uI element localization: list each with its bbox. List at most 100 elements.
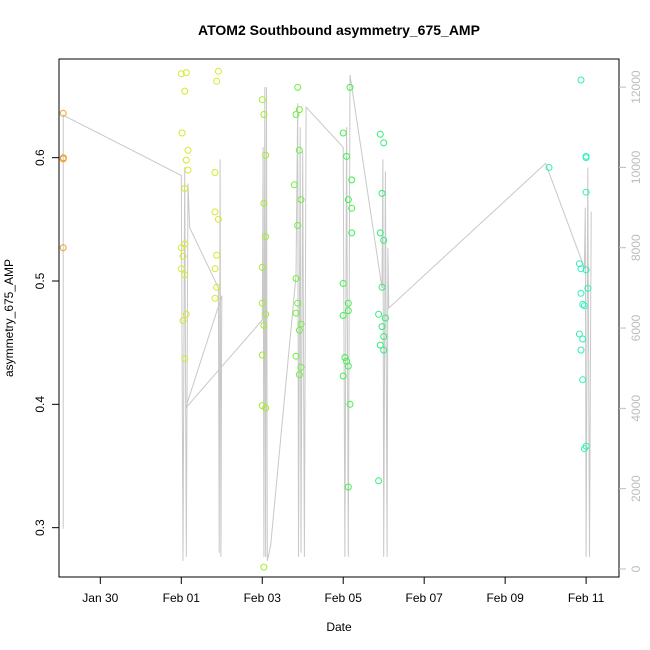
data-point bbox=[346, 83, 354, 91]
data-point bbox=[344, 196, 352, 204]
data-point bbox=[213, 283, 221, 291]
data-point bbox=[577, 346, 585, 354]
data-point bbox=[177, 244, 185, 252]
y2-tick-label: 2000 bbox=[629, 475, 643, 502]
data-point bbox=[178, 129, 186, 137]
data-point bbox=[295, 106, 303, 114]
data-point bbox=[59, 244, 67, 252]
data-point bbox=[258, 263, 266, 271]
data-point bbox=[375, 477, 383, 485]
chart-title: ATOM2 Southbound asymmetry_675_AMP bbox=[198, 22, 480, 38]
x-tick-label: Feb 05 bbox=[325, 591, 363, 605]
data-point bbox=[295, 371, 303, 379]
data-point bbox=[184, 146, 192, 154]
y2-tick-label: 8000 bbox=[629, 234, 643, 261]
data-point bbox=[295, 146, 303, 154]
data-point bbox=[346, 400, 354, 408]
data-point bbox=[579, 300, 587, 308]
x-tick-label: Feb 01 bbox=[163, 591, 201, 605]
x-tick-label: Feb 07 bbox=[406, 591, 444, 605]
data-point bbox=[577, 265, 585, 273]
data-point bbox=[260, 111, 268, 118]
data-point bbox=[214, 215, 222, 223]
data-point bbox=[182, 156, 190, 164]
data-point bbox=[343, 357, 351, 365]
data-point bbox=[182, 310, 190, 318]
data-point bbox=[258, 351, 266, 359]
data-point bbox=[575, 330, 583, 338]
plot-frame bbox=[58, 58, 620, 578]
data-point bbox=[348, 229, 356, 237]
data-point bbox=[260, 199, 268, 207]
data-point bbox=[260, 563, 268, 571]
data-point bbox=[181, 355, 189, 363]
data-point bbox=[295, 326, 303, 334]
data-point bbox=[545, 164, 553, 171]
data-point bbox=[297, 196, 305, 204]
y2-tick-label: 4000 bbox=[629, 395, 643, 422]
data-point bbox=[179, 317, 187, 324]
y-tick-label: 0.6 bbox=[33, 149, 47, 166]
secondary-line-layer bbox=[62, 75, 592, 562]
data-point bbox=[582, 266, 590, 274]
data-point bbox=[262, 151, 270, 159]
data-point bbox=[380, 333, 388, 340]
data-point bbox=[262, 404, 270, 412]
data-point bbox=[344, 362, 352, 370]
data-point bbox=[375, 310, 383, 318]
data-point bbox=[579, 335, 587, 343]
y-axis: 0.3 0.4 0.5 0.6 bbox=[33, 149, 59, 536]
data-point bbox=[339, 372, 347, 380]
data-point bbox=[580, 445, 588, 453]
data-point bbox=[181, 87, 189, 95]
data-point bbox=[59, 109, 67, 117]
data-point bbox=[577, 289, 585, 297]
data-point bbox=[294, 222, 302, 229]
x-tick-label: Feb 09 bbox=[486, 591, 524, 605]
x-tick-label: Feb 03 bbox=[244, 591, 282, 605]
data-point bbox=[262, 233, 270, 241]
data-point bbox=[211, 208, 219, 216]
data-point bbox=[339, 280, 347, 287]
data-point bbox=[177, 265, 185, 273]
data-point bbox=[294, 299, 302, 307]
x-axis: Jan 30 Feb 01 Feb 03 Feb 05 Feb 07 Feb 09 Feb … bbox=[82, 577, 605, 605]
data-point bbox=[258, 96, 266, 104]
data-point bbox=[582, 188, 590, 196]
data-point bbox=[292, 111, 300, 118]
data-point bbox=[59, 154, 67, 162]
y-tick-label: 0.5 bbox=[33, 272, 47, 289]
data-point bbox=[181, 271, 189, 279]
data-point bbox=[584, 284, 592, 292]
x-axis-label: Date bbox=[326, 620, 352, 634]
data-point bbox=[344, 307, 352, 315]
data-point bbox=[181, 185, 189, 192]
x-tick-label: Feb 11 bbox=[568, 591, 605, 605]
data-point bbox=[575, 260, 583, 268]
data-point bbox=[184, 166, 192, 174]
x-tick-label: Jan 30 bbox=[82, 591, 118, 605]
data-point bbox=[292, 352, 300, 360]
data-point bbox=[376, 229, 384, 237]
data-point bbox=[341, 354, 349, 361]
y-axis-label: asymmetry_675_AMP bbox=[2, 259, 16, 377]
data-point bbox=[376, 341, 384, 349]
data-point bbox=[260, 321, 268, 329]
data-point bbox=[177, 70, 185, 78]
data-point bbox=[343, 152, 351, 160]
data-point bbox=[292, 275, 300, 282]
y2-tick-label: 0 bbox=[629, 565, 643, 572]
data-point bbox=[580, 302, 588, 310]
y2-tick-label: 6000 bbox=[629, 314, 643, 341]
data-point bbox=[339, 312, 347, 319]
data-point bbox=[211, 265, 219, 273]
data-point bbox=[344, 299, 352, 307]
data-point bbox=[262, 310, 270, 318]
points-layer bbox=[59, 67, 592, 571]
data-point bbox=[378, 283, 386, 291]
y-tick-label: 0.3 bbox=[33, 519, 47, 536]
data-point bbox=[211, 169, 219, 176]
data-point bbox=[292, 309, 300, 317]
data-point bbox=[297, 363, 305, 371]
